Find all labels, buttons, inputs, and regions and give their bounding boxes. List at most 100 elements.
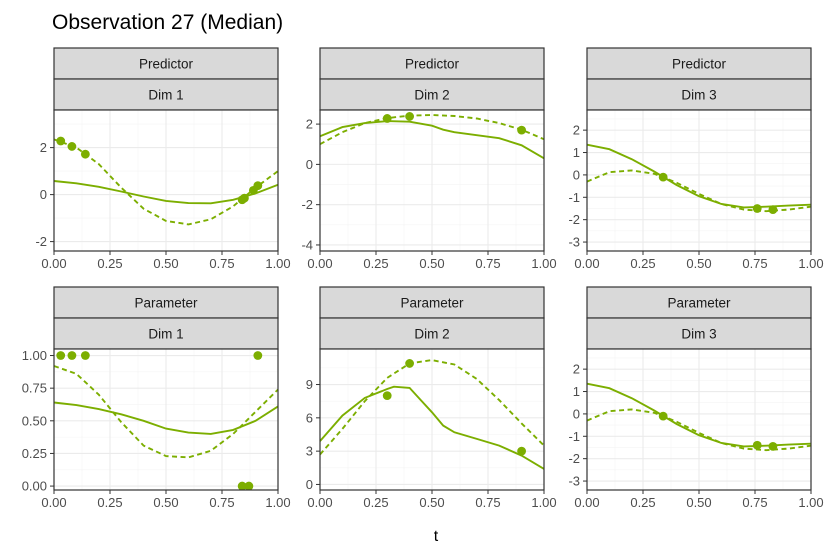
x-tick-label: 1.00 <box>531 256 556 271</box>
y-tick-label: 1 <box>573 145 580 160</box>
data-point <box>67 351 77 360</box>
data-point <box>405 112 414 121</box>
y-tick-label: -3 <box>568 474 580 489</box>
strip-label: Dim 2 <box>414 327 449 342</box>
y-tick-label: -3 <box>568 235 580 250</box>
strip-label: Dim 3 <box>681 327 716 342</box>
y-tick-label: 2 <box>306 117 313 132</box>
x-tick-label: 0.00 <box>574 495 599 510</box>
strip-label: Predictor <box>139 57 194 72</box>
data-point <box>67 142 77 151</box>
x-tick-label: 0.00 <box>574 256 599 271</box>
strip-label: Parameter <box>667 296 731 311</box>
y-tick-label: -2 <box>301 197 313 212</box>
data-point <box>80 351 90 360</box>
facet-panel: Parameter Dim 1 0.00 0.25 0.50 0.75 1.00 0.00 0.… <box>22 286 291 510</box>
x-tick-label: 1.00 <box>798 256 823 271</box>
data-point <box>768 441 778 451</box>
x-tick-label: 0.50 <box>153 495 178 510</box>
strip-background <box>586 317 812 350</box>
y-tick-label: 0.50 <box>22 413 47 428</box>
facet-panel: Predictor Dim 2 0.00 0.25 0.50 0.75 1.00 -4 -2 0 2 <box>301 47 557 271</box>
y-tick-label: -2 <box>568 212 580 227</box>
x-axis-title: t <box>434 528 439 545</box>
x-tick-label: 0.00 <box>41 256 66 271</box>
strip-label: Dim 2 <box>414 88 449 103</box>
y-tick-label: 6 <box>306 410 313 425</box>
y-tick-label: 2 <box>573 362 580 377</box>
strip-background <box>53 47 279 80</box>
x-tick-label: 0.25 <box>97 256 122 271</box>
data-point <box>658 411 668 421</box>
data-point <box>56 136 66 146</box>
x-tick-label: 0.75 <box>475 256 500 271</box>
x-tick-label: 0.25 <box>363 495 388 510</box>
y-tick-label: 1.00 <box>22 348 47 363</box>
strip-background <box>319 78 545 111</box>
x-tick-label: 0.00 <box>41 495 66 510</box>
x-tick-label: 0.75 <box>742 256 767 271</box>
facet-panel: Predictor Dim 1 0.00 0.25 0.50 0.75 1.00 -2 0 2 <box>35 47 291 271</box>
data-point <box>253 181 263 191</box>
y-tick-label: 0 <box>40 187 47 202</box>
data-point <box>237 481 247 491</box>
facet-panel: Parameter Dim 2 0.00 0.25 0.50 0.75 1.00 0 3 6 9 <box>306 286 557 510</box>
data-point <box>382 391 392 401</box>
solid-series-line <box>319 385 545 470</box>
facet-panel: Parameter Dim 3 0.00 0.25 0.50 0.75 1.00 -3 -2 -1… <box>568 286 824 510</box>
y-tick-label: 0 <box>573 406 580 421</box>
data-point <box>768 205 778 214</box>
data-point <box>80 149 90 159</box>
strip-label: Parameter <box>400 296 464 311</box>
data-point <box>517 125 526 135</box>
data-point <box>253 351 263 360</box>
x-tick-label: 0.75 <box>209 256 234 271</box>
strip-background <box>586 78 812 111</box>
data-point <box>752 204 762 213</box>
solid-series-line <box>319 120 545 160</box>
strip-label: Dim 1 <box>148 88 183 103</box>
strip-background <box>319 286 545 319</box>
y-tick-label: 1 <box>573 384 580 399</box>
y-tick-label: 0.25 <box>22 446 47 461</box>
strip-label: Predictor <box>672 57 727 72</box>
x-tick-label: 1.00 <box>265 256 290 271</box>
y-tick-label: -1 <box>568 429 580 444</box>
dashed-series-line <box>319 359 545 456</box>
strip-background <box>53 78 279 111</box>
data-point <box>658 172 668 182</box>
y-tick-label: -2 <box>568 451 580 466</box>
solid-series-line <box>53 401 279 435</box>
x-tick-label: 1.00 <box>798 495 823 510</box>
y-tick-label: -2 <box>35 234 47 249</box>
x-tick-label: 0.50 <box>686 256 711 271</box>
x-tick-label: 0.00 <box>307 256 332 271</box>
x-tick-label: 0.25 <box>363 256 388 271</box>
y-tick-label: 2 <box>40 140 47 155</box>
y-tick-label: 9 <box>306 377 313 392</box>
x-tick-label: 0.50 <box>419 256 444 271</box>
y-tick-label: -1 <box>568 190 580 205</box>
strip-background <box>53 286 279 319</box>
y-tick-label: 0 <box>573 167 580 182</box>
strip-label: Predictor <box>405 57 460 72</box>
y-tick-label: 0 <box>306 157 313 172</box>
x-tick-label: 0.50 <box>686 495 711 510</box>
strip-label: Parameter <box>134 296 198 311</box>
data-point <box>382 114 392 123</box>
x-tick-label: 0.25 <box>97 495 122 510</box>
x-tick-label: 0.00 <box>307 495 332 510</box>
x-tick-label: 1.00 <box>531 495 556 510</box>
data-point <box>405 359 414 368</box>
data-point <box>244 481 254 491</box>
chart-title: Observation 27 (Median) <box>52 11 283 34</box>
y-tick-label: 0.00 <box>22 479 47 494</box>
data-point <box>752 440 762 450</box>
strip-label: Dim 3 <box>681 88 716 103</box>
y-tick-label: -4 <box>301 237 313 252</box>
x-tick-label: 0.50 <box>419 495 444 510</box>
x-tick-label: 0.75 <box>209 495 234 510</box>
strip-label: Dim 1 <box>148 327 183 342</box>
